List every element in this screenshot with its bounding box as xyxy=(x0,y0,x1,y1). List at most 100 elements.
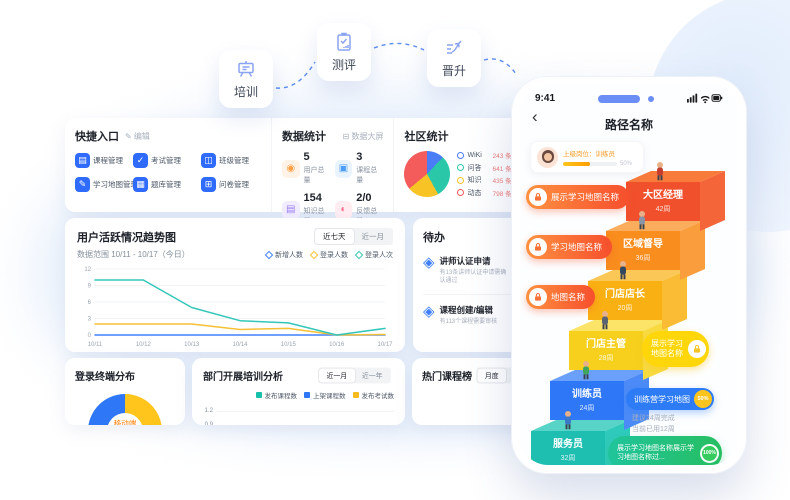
legend-label: 动态 xyxy=(467,189,482,197)
svg-text:10/13: 10/13 xyxy=(184,342,200,348)
quick-entry-item-courses[interactable]: ▤ 课程管理 xyxy=(75,153,129,168)
locked-map-pill-yellow[interactable]: 展示学习地图名称 xyxy=(642,331,709,367)
svg-text:6: 6 xyxy=(88,300,92,306)
lock-circle xyxy=(688,340,706,358)
tab-hot-monthly[interactable]: 月度 xyxy=(477,368,506,383)
flow-card-assessment[interactable]: 测评 xyxy=(317,23,371,81)
training-board-icon xyxy=(238,61,254,77)
todo-item-title: 讲师认证申请 xyxy=(439,256,491,266)
svg-text:10/16: 10/16 xyxy=(329,342,345,348)
legend-marker xyxy=(309,250,319,259)
svg-text:42周: 42周 xyxy=(656,205,671,213)
completed-map-pill[interactable]: 展示学习地图名称展示学习地图名称过... 100% xyxy=(608,436,722,465)
legend-marker xyxy=(352,392,359,398)
data-screen-link[interactable]: ⊟ 数据大屏 xyxy=(342,131,384,141)
pill-label: 学习地图名称 xyxy=(551,242,603,252)
lock-circle xyxy=(529,288,547,306)
current-map-pill[interactable]: 训练营学习地图 50% xyxy=(626,388,714,410)
nav-bar: ‹ 路径名称 xyxy=(520,107,738,137)
status-center-pill xyxy=(598,95,640,103)
quick-entry-item-exams[interactable]: ✓ 考试管理 xyxy=(133,153,197,168)
feedback-stat-icon: ◐ xyxy=(334,200,353,219)
page-title: 路径名称 xyxy=(604,117,653,132)
stat-label: 课程总量 xyxy=(356,167,378,184)
flow-card-promotion[interactable]: 晋升 xyxy=(427,29,481,87)
pill-label: 展示学习地图名称 xyxy=(551,192,620,202)
svg-text:服务员: 服务员 xyxy=(553,437,583,450)
todo-title: 待办 xyxy=(423,232,445,244)
stat-value: 154 xyxy=(303,192,322,204)
legend-label: WiKi xyxy=(467,151,482,159)
svg-text:门店主管: 门店主管 xyxy=(586,337,626,350)
phone-mockup: 9:41 xyxy=(511,76,747,474)
avatar xyxy=(537,146,558,168)
community-stats-title: 社区统计 xyxy=(404,131,449,143)
knowledge-stat-icon: ▤ xyxy=(282,200,300,219)
class-management-icon: ◫ xyxy=(201,153,216,168)
todo-item-title: 课程创建/编辑 xyxy=(439,304,493,315)
career-step-regional-manager[interactable]: 大区经理 42周 xyxy=(626,171,725,231)
promotion-arrow-icon xyxy=(447,40,462,54)
legend-marker xyxy=(457,189,465,196)
activity-trend-card: 用户活跃情况趋势图 近七天 近一月 数据范围 10/11 - 10/17（今日）… xyxy=(65,218,405,352)
locked-map-pill[interactable]: 展示学习地图名称 xyxy=(526,185,630,209)
phone-screen: 9:41 xyxy=(520,85,738,465)
legend-marker xyxy=(354,250,364,259)
flow-label-training: 培训 xyxy=(233,85,258,99)
quick-entry-item-question-bank[interactable]: ▦ 题库管理 xyxy=(133,177,197,192)
tab-last-7-days[interactable]: 近七天 xyxy=(315,229,354,244)
data-stats-section: 数据统计 ⊟ 数据大屏 ◉ 5 用户总量 ▣ 3 课程总量 ▤ 154 知识总量 xyxy=(271,118,395,225)
quick-entry-label: 班级管理 xyxy=(219,156,249,165)
course-management-icon: ▤ xyxy=(75,153,90,168)
figure-on-step xyxy=(639,211,645,230)
todo-item-desc: 有113个课程需要审核 xyxy=(439,318,498,325)
dept-title: 部门开展培训分析 xyxy=(203,372,283,383)
svg-text:10/12: 10/12 xyxy=(136,342,152,348)
tab-dept-month[interactable]: 近一月 xyxy=(319,368,355,383)
donut-center-label: 移动端 xyxy=(113,419,137,425)
quick-entry-item-classes[interactable]: ◫ 班级管理 xyxy=(201,153,271,168)
quick-entry-edit-button[interactable]: ✎ 编辑 xyxy=(125,131,150,141)
career-step-store-manager[interactable]: 门店店长 20周 xyxy=(588,270,687,330)
lock-circle xyxy=(529,238,547,256)
flow-card-training[interactable]: 培训 xyxy=(219,50,273,108)
lock-icon xyxy=(694,345,700,353)
svg-text:28周: 28周 xyxy=(599,354,614,362)
career-step-area-supervisor[interactable]: 区域督导 36周 xyxy=(606,220,705,280)
locked-map-pill[interactable]: 地图名称 xyxy=(526,285,596,309)
quick-entry-item-survey[interactable]: ⊞ 问卷管理 xyxy=(201,177,271,192)
trend-legend-login-users: 登录人数 xyxy=(309,250,348,260)
quick-entry-item-learning-map[interactable]: ✎ 学习地图管理 xyxy=(75,177,138,192)
courses-stat-icon: ▣ xyxy=(334,159,353,178)
tab-dept-year[interactable]: 近一年 xyxy=(361,371,383,380)
login-terminal-card: 登录终端分布 移动端 xyxy=(65,358,185,425)
dashboard-summary-card: 快捷入口 ✎ 编辑 ▤ 课程管理 ✓ 考试管理 ◫ 班级管理 ✎ 学习 xyxy=(65,118,548,225)
progress-percent: 50% xyxy=(620,160,633,167)
svg-text:10/14: 10/14 xyxy=(232,342,248,348)
diamond-icon: ◈ xyxy=(423,254,435,271)
pill-label: 训练营学习地图 xyxy=(634,394,690,404)
status-bar: 9:41 xyxy=(520,85,738,111)
flow-connector-lines xyxy=(275,42,517,89)
stat-label: 用户总量 xyxy=(303,167,325,184)
status-time: 9:41 xyxy=(535,92,556,104)
figure-on-step xyxy=(657,162,663,181)
quick-entry-label: 题库管理 xyxy=(151,180,181,189)
figure-on-step xyxy=(602,311,608,330)
tab-last-month[interactable]: 近一月 xyxy=(361,232,385,241)
axis-gridline: 1.2 xyxy=(203,408,394,414)
stat-users: ◉ 5 用户总量 xyxy=(282,152,331,185)
superior-progress-card[interactable]: 上级岗位：训练员 50% xyxy=(530,141,644,173)
locked-map-pill[interactable]: 学习地图名称 xyxy=(526,235,613,259)
trend-date-range: 数据范围 10/11 - 10/17（今日） xyxy=(77,250,190,259)
svg-text:12: 12 xyxy=(84,267,91,273)
status-right-icons xyxy=(687,92,723,104)
svg-text:32周: 32周 xyxy=(561,454,576,462)
exam-management-icon: ✓ xyxy=(133,153,148,168)
signal-wifi-battery-icons xyxy=(687,93,723,104)
back-chevron-icon[interactable]: ‹ xyxy=(532,107,538,126)
terminal-donut-chart: 移动端 xyxy=(88,394,162,425)
figure-on-step xyxy=(565,411,571,430)
progress-fill xyxy=(563,161,590,166)
